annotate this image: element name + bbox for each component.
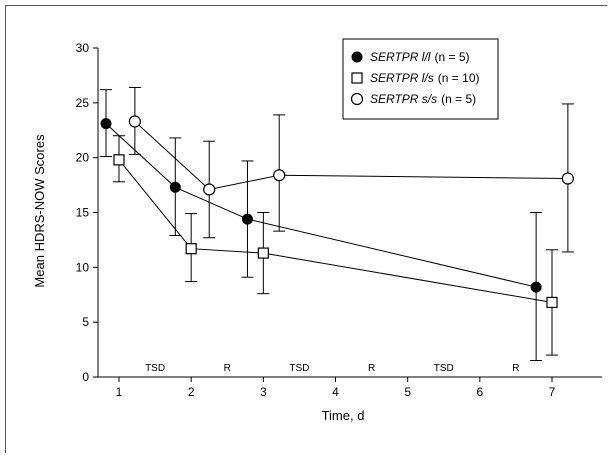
phase-label: R [512, 363, 519, 374]
phase-label: R [224, 363, 231, 374]
y-tick-label: 10 [76, 260, 90, 274]
legend-marker [351, 51, 363, 63]
data-point [273, 169, 286, 182]
phase-label: TSD [434, 363, 454, 374]
data-point [169, 181, 181, 193]
series-group [100, 89, 543, 362]
legend-marker [350, 92, 364, 106]
legend: SERTPR l/l (n = 5)SERTPR l/s (n = 10)SERTP… [342, 38, 499, 120]
legend-series-name: SERTPR s/s [370, 92, 437, 106]
y-tick-label: 20 [76, 151, 90, 165]
legend-marker [351, 72, 363, 84]
series-line [105, 123, 537, 288]
data-point [257, 247, 269, 259]
y-tick-label: 5 [82, 315, 89, 329]
series-group [128, 86, 574, 253]
y-tick-label: 15 [76, 206, 90, 220]
x-tick-label: 2 [188, 385, 195, 399]
phase-label: TSD [145, 363, 165, 374]
legend-series-name: SERTPR l/s [370, 71, 434, 85]
x-axis-title: Time, d [322, 408, 365, 423]
data-point [185, 243, 197, 255]
x-tick-label: 4 [332, 385, 339, 399]
data-point [546, 296, 558, 309]
data-point [113, 154, 125, 166]
legend-label: SERTPR l/s (n = 10) [370, 71, 480, 85]
y-tick-label: 25 [76, 96, 90, 110]
legend-series-n: (n = 5) [441, 92, 476, 106]
legend-label: SERTPR l/l (n = 5) [370, 50, 469, 64]
y-tick-label: 30 [76, 41, 90, 55]
legend-box [342, 38, 499, 120]
phase-annotations: TSD R TSD R TSD R [145, 363, 519, 374]
y-tick-label: 0 [82, 370, 89, 384]
data-point [128, 115, 141, 128]
data-point [100, 118, 112, 130]
legend-series-n: (n = 10) [438, 71, 480, 85]
y-ticks: 0 5 10 15 20 25 30 [76, 41, 98, 384]
x-tick-label: 7 [549, 385, 556, 399]
y-axis-title: Mean HDRS-NOW Scores [32, 134, 47, 288]
legend-label: SERTPR s/s (n = 5) [370, 92, 476, 106]
figure-border [5, 5, 607, 453]
legend-series-name: SERTPR l/l [370, 50, 431, 64]
x-ticks: 1 2 3 4 5 6 7 [116, 377, 556, 399]
series-group [113, 135, 558, 356]
x-tick-label: 3 [260, 385, 267, 399]
phase-label: R [368, 363, 375, 374]
series-line [134, 121, 568, 191]
data-point [203, 183, 216, 196]
phase-label: TSD [289, 363, 309, 374]
x-tick-label: 6 [476, 385, 483, 399]
x-tick-label: 5 [404, 385, 411, 399]
data-point [241, 213, 253, 225]
x-tick-label: 1 [116, 385, 123, 399]
axes: 0 5 10 15 20 25 30 1 2 3 4 5 6 7 [76, 41, 602, 399]
data-point [561, 172, 574, 185]
data-point [530, 281, 542, 293]
series-line [118, 159, 553, 303]
legend-series-n: (n = 5) [434, 50, 469, 64]
plot-area [100, 86, 574, 362]
